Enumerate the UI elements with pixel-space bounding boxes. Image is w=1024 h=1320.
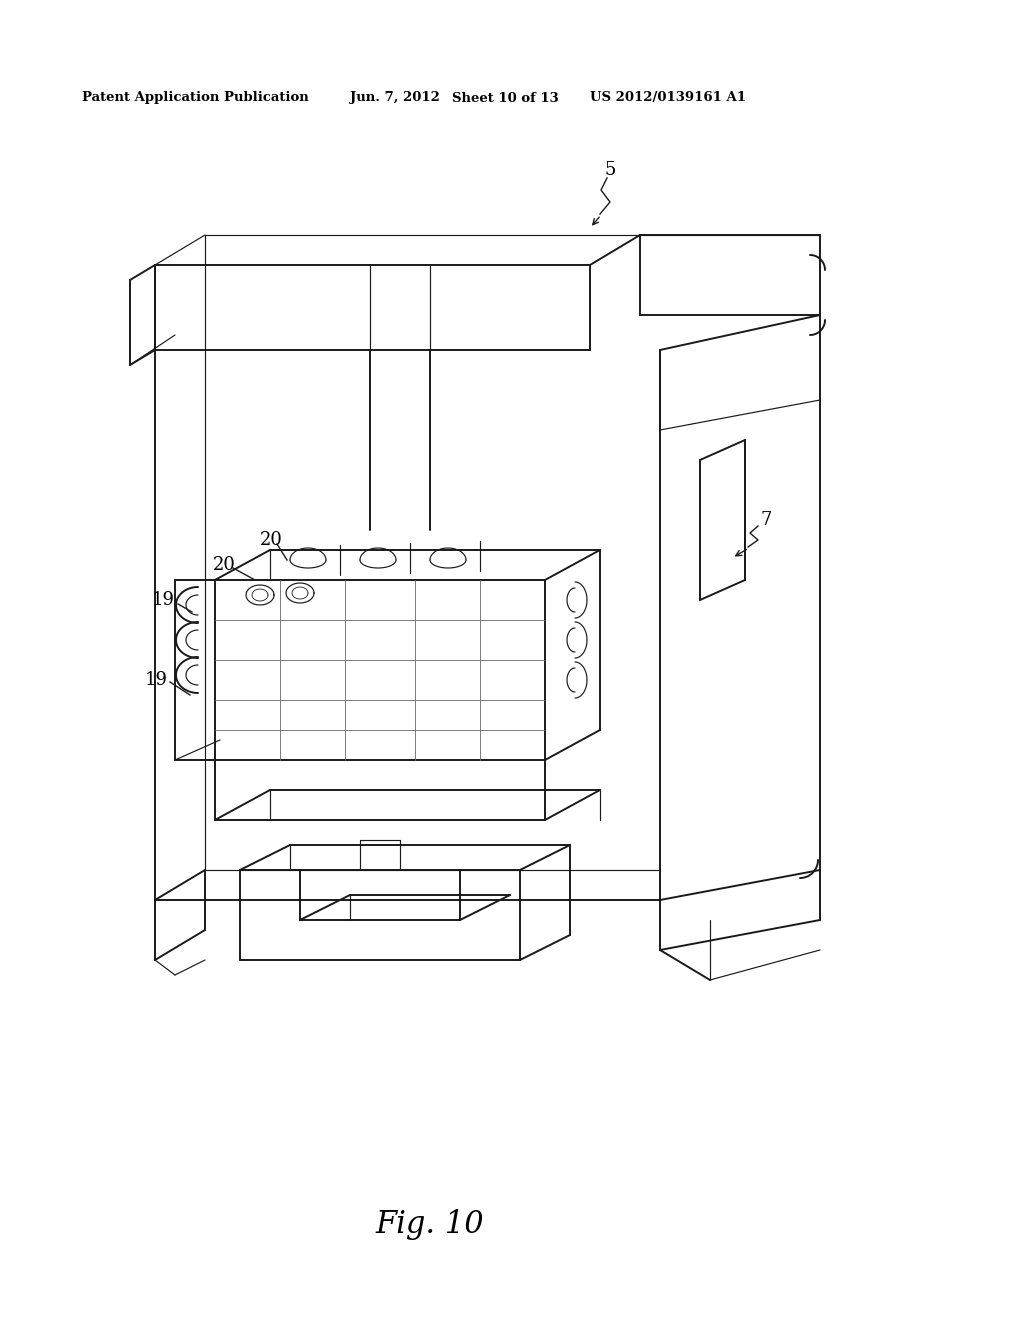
Text: Fig. 10: Fig. 10 [375,1209,483,1241]
Text: 20: 20 [260,531,283,549]
Text: 7: 7 [760,511,771,529]
Text: 5: 5 [604,161,615,180]
Text: 19: 19 [145,671,168,689]
Text: 20: 20 [213,556,236,574]
Text: Jun. 7, 2012: Jun. 7, 2012 [350,91,440,104]
Text: US 2012/0139161 A1: US 2012/0139161 A1 [590,91,746,104]
Text: Sheet 10 of 13: Sheet 10 of 13 [452,91,559,104]
Text: Patent Application Publication: Patent Application Publication [82,91,309,104]
Text: 19: 19 [152,591,175,609]
